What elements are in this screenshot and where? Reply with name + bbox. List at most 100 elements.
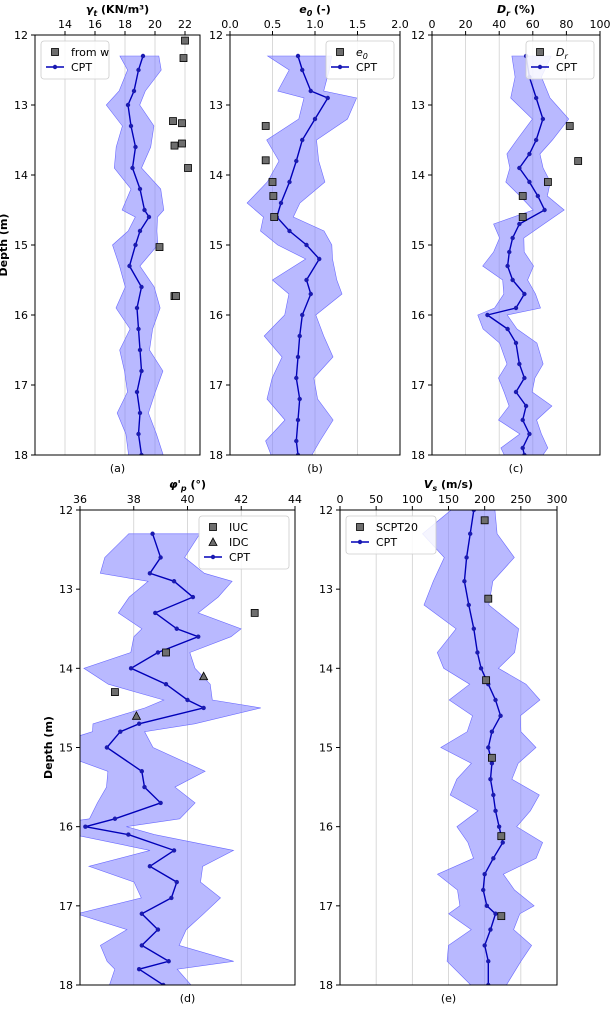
cpt-point	[500, 840, 505, 845]
x-tick-label: 100	[402, 493, 423, 506]
panel-label: (b)	[307, 462, 323, 475]
legend-label: IUC	[229, 521, 248, 534]
square-point	[544, 178, 552, 186]
cpt-point	[520, 445, 525, 451]
cpt-point	[471, 510, 477, 513]
cpt-point	[464, 555, 469, 560]
legend-label: CPT	[556, 61, 577, 74]
cpt-point	[147, 864, 153, 869]
cpt-band	[80, 533, 261, 985]
y-tick-label: 12	[411, 29, 425, 42]
x-tick-label: 1.0	[306, 18, 324, 31]
square-point	[268, 178, 277, 186]
legend-square-marker	[336, 48, 344, 56]
cpt-point	[517, 361, 522, 367]
cpt-point	[317, 256, 322, 262]
cpt-band	[422, 510, 543, 985]
cpt-point	[533, 95, 539, 101]
square-point	[181, 36, 189, 45]
cpt-point	[140, 53, 146, 59]
cpt-point	[294, 375, 299, 381]
square-point	[111, 688, 119, 696]
x-tick-label: 60	[526, 18, 540, 31]
legend-square-marker	[51, 48, 59, 56]
cpt-point	[513, 340, 519, 346]
cpt-point	[118, 729, 123, 734]
cpt-point	[201, 705, 206, 711]
legend-box	[345, 515, 437, 555]
x-tick-label: 18	[118, 18, 132, 31]
cpt-point	[133, 144, 138, 150]
legend-label: CPT	[376, 536, 397, 549]
cpt-point	[294, 438, 299, 444]
cpt-point	[522, 375, 527, 381]
cpt-point	[486, 982, 491, 985]
square-point	[179, 54, 188, 62]
cpt-point	[142, 207, 147, 213]
legend-label: CPT	[356, 61, 377, 74]
plot-area	[246, 53, 358, 455]
x-tick-label: 150	[438, 493, 459, 506]
cpt-point	[522, 291, 527, 297]
plot-area	[80, 531, 261, 985]
x-tick-label: 40	[181, 493, 195, 506]
cpt-point	[517, 221, 522, 227]
y-tick-label: 16	[14, 309, 28, 322]
cpt-point	[166, 959, 171, 964]
cpt-point	[134, 389, 140, 395]
cpt-point	[471, 626, 477, 631]
x-tick-label: 0.5	[264, 18, 282, 31]
cpt-point	[153, 610, 158, 616]
y-tick-label: 17	[411, 379, 425, 392]
square-point	[172, 292, 180, 301]
cpt-point	[297, 333, 302, 339]
cpt-point	[161, 982, 166, 985]
cpt-point	[308, 88, 313, 94]
cpt-point	[312, 116, 318, 122]
y-tick-label: 18	[59, 979, 73, 992]
cpt-point	[150, 531, 155, 536]
cpt-point	[513, 389, 519, 395]
x-tick-label: 38	[127, 493, 141, 506]
square-point	[480, 516, 489, 525]
x-tick-label: 250	[510, 493, 531, 506]
cpt-point	[139, 769, 145, 774]
y-tick-label: 18	[319, 979, 333, 992]
y-tick-label: 15	[59, 742, 73, 755]
cpt-point	[278, 200, 284, 206]
cpt-point	[533, 137, 539, 143]
cpt-point	[139, 284, 144, 290]
x-tick-label: 22	[178, 18, 192, 31]
cpt-band	[477, 55, 570, 455]
cpt-point	[507, 249, 512, 255]
panel-5: 0 50 100 150 200 250 300 12 13 14 15 16 17 18 Vs (m/s)…	[319, 478, 568, 1005]
cpt-point	[297, 396, 302, 402]
y-tick-label: 16	[209, 309, 223, 322]
cpt-point	[174, 879, 179, 885]
cpt-point	[294, 158, 299, 164]
legend-label: from w	[71, 46, 109, 59]
square-point	[487, 753, 496, 762]
y-tick-label: 17	[319, 900, 333, 913]
x-tick-label: 0	[429, 18, 436, 31]
cpt-point	[158, 800, 163, 806]
y-tick-label: 16	[59, 821, 73, 834]
cpt-point	[482, 871, 487, 877]
cpt-point	[127, 263, 132, 269]
x-tick-label: 0.0	[221, 18, 239, 31]
cpt-point	[146, 214, 152, 220]
cpt-point	[510, 277, 515, 283]
cpt-point	[488, 927, 493, 932]
cpt-point	[137, 347, 143, 353]
y-tick-label: 16	[319, 821, 333, 834]
cpt-point	[128, 666, 134, 671]
legend-dot-marker	[210, 554, 216, 560]
cpt-point	[481, 887, 486, 893]
cpt-point	[83, 824, 88, 829]
cpt-point	[485, 312, 490, 318]
y-tick-label: 15	[411, 239, 425, 252]
cpt-point	[128, 123, 134, 129]
cpt-point	[171, 848, 177, 853]
